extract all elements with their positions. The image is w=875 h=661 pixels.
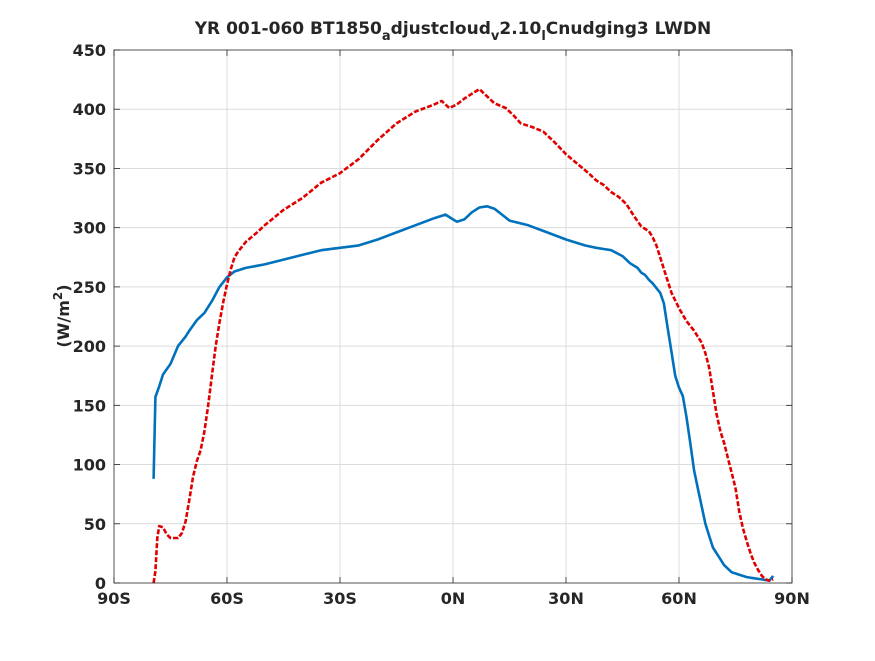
chart-title: YR 001-060 BT1850adjustcloudv2.10lCnudgi… bbox=[194, 19, 712, 44]
x-tick-label: 90S bbox=[97, 589, 131, 608]
x-tick-label: 60N bbox=[661, 589, 697, 608]
y-tick-label: 450 bbox=[73, 41, 106, 60]
y-tick-label: 0 bbox=[95, 574, 106, 593]
y-axis-label: (W/m2) bbox=[51, 284, 73, 347]
y-tick-label: 150 bbox=[73, 396, 106, 415]
y-tick-label: 100 bbox=[73, 456, 106, 475]
series-line-1 bbox=[152, 205, 775, 582]
y-tick-label: 200 bbox=[73, 337, 106, 356]
grid bbox=[114, 50, 792, 583]
x-tick-label: 0N bbox=[441, 589, 466, 608]
x-tick-label: 60S bbox=[210, 589, 244, 608]
y-tick-label: 50 bbox=[84, 515, 106, 534]
x-tick-label: 30N bbox=[548, 589, 584, 608]
series-layer bbox=[152, 87, 775, 584]
y-tick-label: 400 bbox=[73, 100, 106, 119]
y-tick-label: 300 bbox=[73, 219, 106, 238]
y-tick-label: 250 bbox=[73, 278, 106, 297]
x-tick-label: 30S bbox=[323, 589, 357, 608]
x-tick-label: 90N bbox=[774, 589, 810, 608]
ticks: 90S 60S 30S 0N 30N 60N 90N 0 50 100 150 200 250 300 35… bbox=[73, 41, 810, 608]
series-line-2 bbox=[152, 87, 774, 584]
y-tick-label: 350 bbox=[73, 159, 106, 178]
